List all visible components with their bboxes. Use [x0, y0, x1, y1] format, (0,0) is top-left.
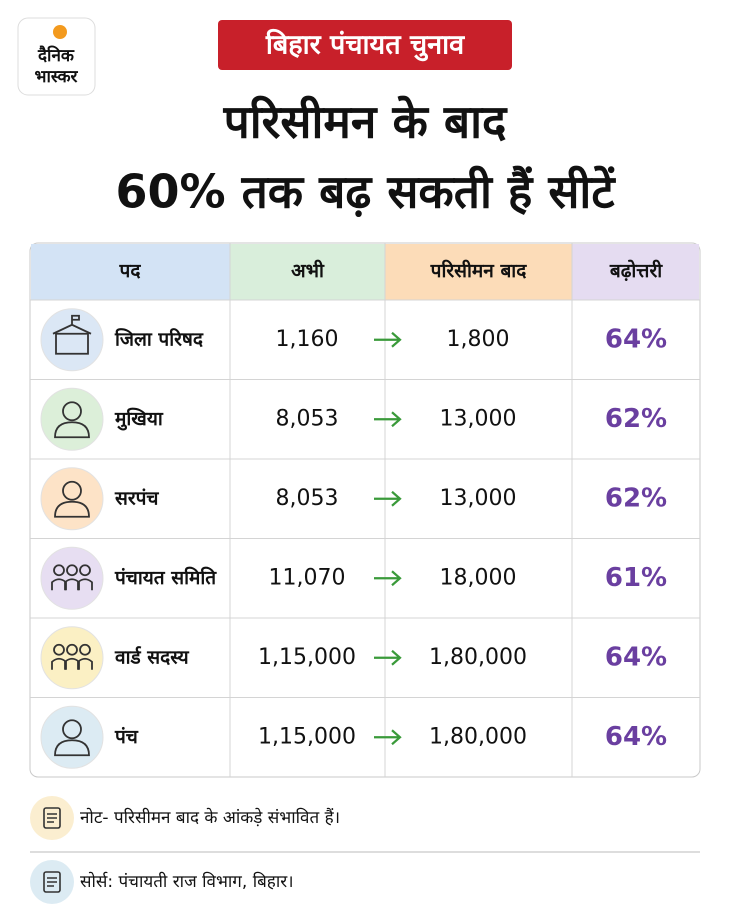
icon-shape: [62, 719, 82, 740]
increase: 62%: [605, 483, 667, 513]
new-count: 13,000: [440, 406, 517, 431]
new-count: 13,000: [440, 486, 517, 511]
current-count: 1,15,000: [258, 724, 356, 749]
notes: नोट- परिसीमन बाद के आंकड़े संभावित हैं। स…: [30, 796, 700, 904]
new-count: 18,000: [440, 565, 517, 590]
arrow: [374, 331, 402, 348]
arrow: [374, 570, 402, 587]
icon-shape: [79, 564, 91, 577]
header-cell: [31, 244, 230, 300]
increase: 64%: [605, 642, 667, 672]
arrow: [374, 411, 402, 428]
row-icon-bg: [40, 467, 104, 531]
row-icon-bg: [40, 387, 104, 451]
current-count: 8,053: [276, 486, 339, 511]
arrow: [374, 490, 402, 507]
row-icon-bg: [40, 308, 104, 372]
icon-shape: [79, 643, 91, 656]
row-label: जिला परिषद: [114, 327, 204, 350]
note-text: सोर्स: पंचायती राज विभाग, बिहार।: [80, 871, 294, 892]
row-label: पंच: [114, 726, 139, 748]
icon-shape: [66, 643, 78, 656]
note-icon: [43, 807, 61, 829]
column-header: अभी: [291, 259, 325, 282]
row-icon-bg: [40, 705, 104, 769]
icon-shape: [62, 480, 82, 501]
logo-text: दैनिक: [37, 45, 75, 66]
note-icon: [43, 871, 61, 893]
arrow: [374, 729, 402, 746]
logo-sun: [53, 25, 67, 39]
current-count: 1,160: [276, 327, 339, 352]
table: पद अभी परिसीमन बाद बढ़ोत्तरी जिला परिषद 1,160…: [29, 242, 701, 778]
note-text: नोट- परिसीमन बाद के आंकड़े संभावित हैं।: [80, 807, 340, 828]
tag-banner: [218, 20, 512, 70]
note-icon: [47, 877, 57, 887]
increase: 61%: [605, 563, 667, 593]
row-icon-bg: [40, 546, 104, 610]
header-cell: [385, 244, 572, 300]
tag-text: बिहार पंचायत चुनाव: [265, 29, 465, 62]
increase: 64%: [605, 324, 667, 354]
title: परिसीमन के बाद: [223, 95, 508, 149]
new-count: 1,800: [447, 327, 510, 352]
row-label: वार्ड सदस्य: [114, 645, 190, 668]
icon-shape: [52, 314, 92, 335]
icon-shape: [53, 564, 65, 577]
row-label: सरपंच: [114, 487, 159, 509]
header-cell: [230, 244, 385, 300]
current-count: 1,15,000: [258, 645, 356, 670]
icon-shape: [62, 401, 82, 422]
logo-text: भास्कर: [35, 67, 79, 87]
table-frame: [29, 242, 701, 778]
increase: 62%: [605, 404, 667, 434]
row-label: मुखिया: [114, 407, 164, 431]
icon-shape: [77, 578, 93, 591]
icon-shape: [53, 643, 65, 656]
icon-shape: [54, 500, 90, 518]
logo-box: [17, 17, 96, 96]
column-header: पद: [119, 260, 142, 282]
arrow: [374, 649, 402, 666]
title: 60% तक बढ़ सकती हैं सीटें: [115, 165, 616, 219]
increase: 64%: [605, 722, 667, 752]
icon-shape: [55, 332, 89, 355]
header-cell: [572, 244, 699, 300]
note-icon: [47, 813, 57, 823]
column-header: परिसीमन बाद: [430, 259, 528, 282]
icon-shape: [54, 421, 90, 439]
row-label: पंचायत समिति: [114, 566, 217, 589]
icon-shape: [77, 657, 93, 670]
icon-shape: [66, 564, 78, 577]
row-icon-bg: [40, 626, 104, 690]
new-count: 1,80,000: [429, 645, 527, 670]
new-count: 1,80,000: [429, 724, 527, 749]
current-count: 8,053: [276, 406, 339, 431]
column-header: बढ़ोत्तरी: [609, 259, 663, 282]
icon-shape: [54, 739, 90, 757]
current-count: 11,070: [269, 565, 346, 590]
